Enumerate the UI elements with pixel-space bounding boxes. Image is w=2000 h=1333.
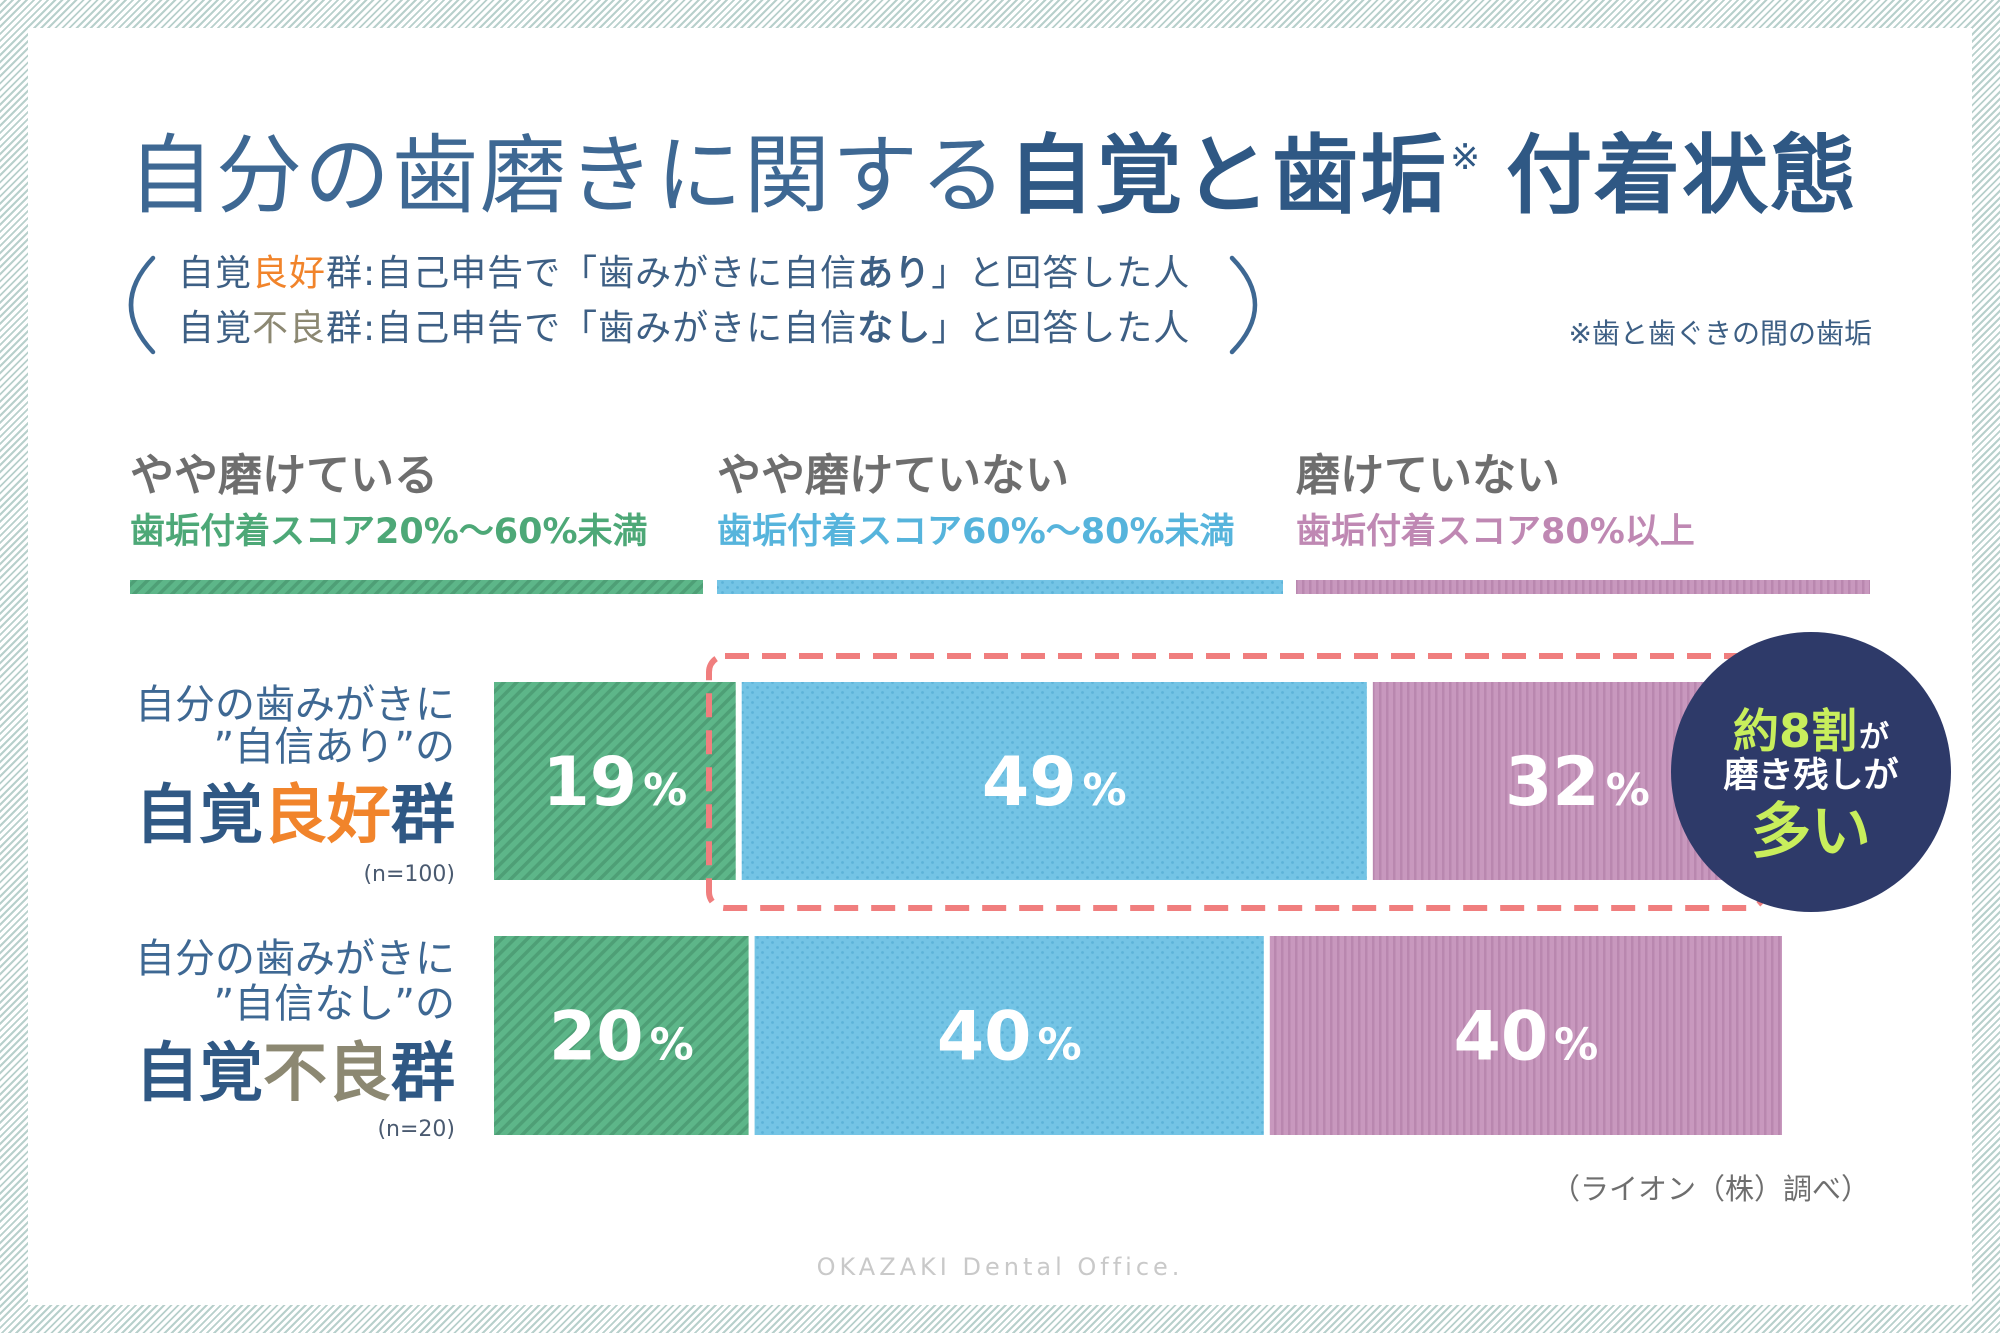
bar-row1-series2	[741, 682, 1367, 880]
value-label-row2-series1: 20%	[549, 998, 694, 1077]
value-number: 40	[937, 998, 1032, 1077]
title-part-1: 自分の歯磨きに関する	[128, 126, 1008, 226]
definition-accent: 良好	[252, 253, 327, 294]
legend-score-1: 歯垢付着スコア60%～80%未満	[717, 512, 1235, 552]
definition-text: 群:自己申告で「歯みがきに自信	[326, 308, 858, 349]
value-number: 49	[982, 743, 1077, 822]
bar-row2-series2	[754, 936, 1264, 1135]
definition-emphasis: あり	[857, 253, 932, 294]
row-intro-line-1: 自分の歯みがきに	[135, 682, 455, 728]
bar-row2-series1	[494, 936, 749, 1135]
category-label-accent: 不良	[263, 1037, 391, 1111]
page-title: 自分の歯磨きに関する自覚と歯垢※ 付着状態	[128, 128, 1858, 242]
legend-name-0: やや磨けている	[130, 450, 438, 501]
value-number: 20	[549, 998, 644, 1077]
value-unit: %	[1083, 765, 1127, 816]
callout-badge: 約8割が 磨き残しが 多い	[1671, 632, 1951, 912]
right-bracket	[1229, 255, 1258, 355]
legend-swatch-1	[717, 580, 1283, 594]
definition-text: 自覚	[178, 253, 253, 294]
watermark: OKAZAKI Dental Office.	[816, 1253, 1184, 1281]
value-label-row1-series3: 32%	[1505, 743, 1650, 822]
value-label-row2-series3: 40%	[1454, 998, 1599, 1077]
category-label: 自覚良好群	[135, 779, 455, 853]
value-label-row1-series2: 49%	[982, 743, 1127, 822]
callout-emphasis: 約8割	[1733, 704, 1857, 758]
value-number: 19	[542, 743, 637, 822]
definition-emphasis: なし	[857, 308, 932, 349]
callout-line-2: 磨き残しが	[1723, 756, 1898, 796]
value-unit: %	[650, 1020, 694, 1071]
title-part-3: 付着状態	[1506, 126, 1859, 226]
definition-brackets	[128, 255, 1258, 355]
value-unit: %	[1037, 1020, 1081, 1071]
category-label-accent: 良好	[263, 779, 391, 853]
title-part-2: 自覚と歯垢	[1008, 126, 1448, 226]
callout-emphasis-suffix: が	[1859, 720, 1889, 755]
definition-text: 群:自己申告で「歯みがきに自信	[326, 253, 858, 294]
value-label-row1-series1: 19%	[542, 743, 687, 822]
callout-circle	[1671, 632, 1951, 912]
legend-swatches	[130, 580, 1870, 594]
legend-name-2: 磨けていない	[1296, 450, 1560, 501]
value-number: 40	[1454, 998, 1549, 1077]
footnote: ※歯と歯ぐきの間の歯垢	[1568, 317, 1872, 350]
value-unit: %	[1606, 765, 1650, 816]
row-intro-line-2: ”自信なし”の	[213, 981, 455, 1027]
row-intro-line-1: 自分の歯みがきに	[135, 936, 455, 982]
bars	[494, 682, 1782, 1135]
category-label: 自覚不良群	[135, 1037, 455, 1111]
bar-row2-series3	[1269, 936, 1782, 1135]
bar-row1-series1	[494, 682, 736, 880]
definition-text: 」と回答した人	[931, 308, 1191, 349]
legend-name-1: やや磨けていない	[717, 450, 1069, 501]
legend-swatch-2	[1296, 580, 1870, 594]
value-number: 32	[1505, 743, 1600, 822]
callout-line-1: 約8割が	[1733, 704, 1889, 758]
definition-text: 自覚	[178, 308, 253, 349]
row-intro-line-2: ”自信あり”の	[213, 724, 455, 770]
value-label-row2-series2: 40%	[937, 998, 1082, 1077]
title-footnote-mark: ※	[1450, 137, 1481, 178]
definition-accent: 不良	[252, 308, 327, 349]
legend-swatch-0	[130, 580, 703, 594]
callout-line-3: 多い	[1751, 797, 1871, 867]
sample-size: (n=100)	[363, 862, 455, 887]
definition-good: 自覚良好群:自己申告で「歯みがきに自信あり」と回答した人	[178, 252, 1190, 296]
legend-score-2: 歯垢付着スコア80%以上	[1296, 512, 1695, 552]
left-bracket	[128, 255, 156, 355]
legend-score-0: 歯垢付着スコア20%～60%未満	[130, 512, 648, 552]
value-unit: %	[1554, 1020, 1598, 1071]
definition-poor: 自覚不良群:自己申告で「歯みがきに自信なし」と回答した人	[178, 307, 1190, 351]
sample-size: (n=20)	[377, 1117, 455, 1142]
value-labels: 19% 49% 32 %20% 40% 40%	[542, 743, 1649, 1077]
definition-text: 」と回答した人	[931, 253, 1191, 294]
source-note: （ライオン（株）調べ）	[1550, 1172, 1870, 1206]
value-unit: %	[643, 765, 687, 816]
